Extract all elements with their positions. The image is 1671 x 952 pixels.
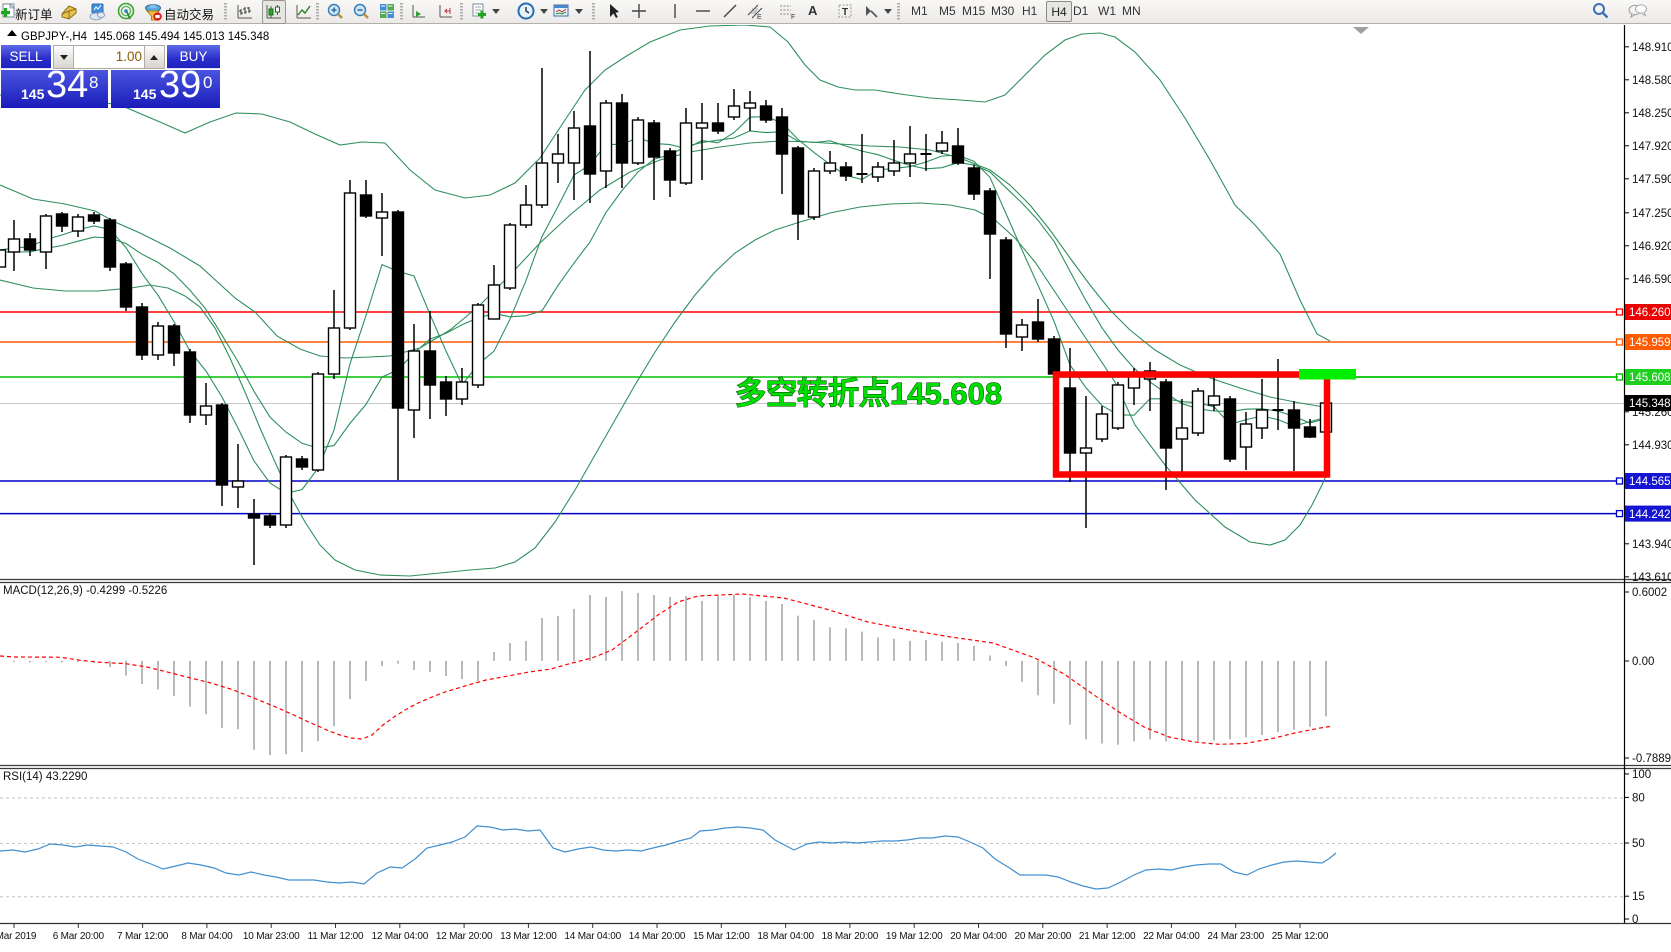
svg-text:145.959: 145.959 bbox=[1629, 337, 1671, 349]
svg-text:15 Mar 12:00: 15 Mar 12:00 bbox=[693, 931, 750, 942]
svg-text:0: 0 bbox=[1632, 914, 1638, 926]
svg-text:148.580: 148.580 bbox=[1632, 75, 1671, 87]
svg-text:-0.7889: -0.7889 bbox=[1632, 753, 1671, 765]
svg-text:80: 80 bbox=[1632, 792, 1645, 804]
svg-text:145.608: 145.608 bbox=[1629, 372, 1671, 384]
svg-text:148.910: 148.910 bbox=[1632, 42, 1671, 54]
svg-text:19 Mar 12:00: 19 Mar 12:00 bbox=[886, 931, 943, 942]
svg-text:18 Mar 20:00: 18 Mar 20:00 bbox=[822, 931, 879, 942]
svg-text:22 Mar 04:00: 22 Mar 04:00 bbox=[1143, 931, 1200, 942]
svg-text:100: 100 bbox=[1632, 769, 1651, 781]
svg-text:GBPJPY-,H4 145.068 145.494 14: GBPJPY-,H4 145.068 145.494 145.013 145.3… bbox=[21, 31, 269, 43]
svg-text:18 Mar 04:00: 18 Mar 04:00 bbox=[757, 931, 814, 942]
svg-text:143.610: 143.610 bbox=[1632, 572, 1671, 584]
svg-text:20 Mar 04:00: 20 Mar 04:00 bbox=[950, 931, 1007, 942]
svg-text:24 Mar 23:00: 24 Mar 23:00 bbox=[1207, 931, 1264, 942]
svg-text:0.6002: 0.6002 bbox=[1632, 587, 1667, 599]
svg-text:10 Mar 23:00: 10 Mar 23:00 bbox=[243, 931, 300, 942]
svg-text:146.260: 146.260 bbox=[1629, 307, 1671, 319]
svg-text:RSI(14) 43.2290: RSI(14) 43.2290 bbox=[3, 771, 87, 783]
svg-text:6 Mar 20:00: 6 Mar 20:00 bbox=[53, 931, 105, 942]
svg-text:12 Mar 04:00: 12 Mar 04:00 bbox=[372, 931, 429, 942]
svg-text:13 Mar 12:00: 13 Mar 12:00 bbox=[500, 931, 557, 942]
svg-text:11 Mar 12:00: 11 Mar 12:00 bbox=[308, 931, 364, 942]
svg-text:T: T bbox=[842, 7, 848, 18]
svg-text:146.920: 146.920 bbox=[1632, 241, 1671, 253]
svg-text:144.242: 144.242 bbox=[1629, 509, 1671, 521]
svg-text:多空转折点145.608: 多空转折点145.608 bbox=[735, 376, 1002, 411]
svg-text:147.250: 147.250 bbox=[1632, 208, 1671, 220]
svg-text:146.590: 146.590 bbox=[1632, 274, 1671, 286]
svg-text:E: E bbox=[757, 14, 762, 21]
svg-text:25 Mar 12:00: 25 Mar 12:00 bbox=[1272, 931, 1329, 942]
svg-text:15: 15 bbox=[1632, 891, 1645, 903]
svg-text:12 Mar 20:00: 12 Mar 20:00 bbox=[436, 931, 493, 942]
svg-text:50: 50 bbox=[1632, 838, 1645, 850]
svg-text:20 Mar 20:00: 20 Mar 20:00 bbox=[1015, 931, 1072, 942]
svg-text:144.565: 144.565 bbox=[1629, 476, 1671, 488]
svg-text:MACD(12,26,9) -0.4299 -0.5226: MACD(12,26,9) -0.4299 -0.5226 bbox=[3, 585, 167, 597]
svg-text:21 Mar 12:00: 21 Mar 12:00 bbox=[1079, 931, 1136, 942]
svg-text:14 Mar 20:00: 14 Mar 20:00 bbox=[629, 931, 686, 942]
svg-text:147.920: 147.920 bbox=[1632, 141, 1671, 153]
svg-text:147.590: 147.590 bbox=[1632, 174, 1671, 186]
svg-text:148.250: 148.250 bbox=[1632, 108, 1671, 120]
svg-text:8 Mar 04:00: 8 Mar 04:00 bbox=[181, 931, 233, 942]
svg-text:5 Mar 2019: 5 Mar 2019 bbox=[0, 931, 37, 942]
svg-text:14 Mar 04:00: 14 Mar 04:00 bbox=[564, 931, 621, 942]
svg-text:144.930: 144.930 bbox=[1632, 440, 1671, 452]
svg-text:143.940: 143.940 bbox=[1632, 539, 1671, 551]
svg-text:F: F bbox=[791, 14, 795, 21]
svg-text:145.348: 145.348 bbox=[1629, 398, 1671, 410]
svg-text:0.00: 0.00 bbox=[1632, 656, 1654, 668]
svg-text:7 Mar 12:00: 7 Mar 12:00 bbox=[117, 931, 169, 942]
